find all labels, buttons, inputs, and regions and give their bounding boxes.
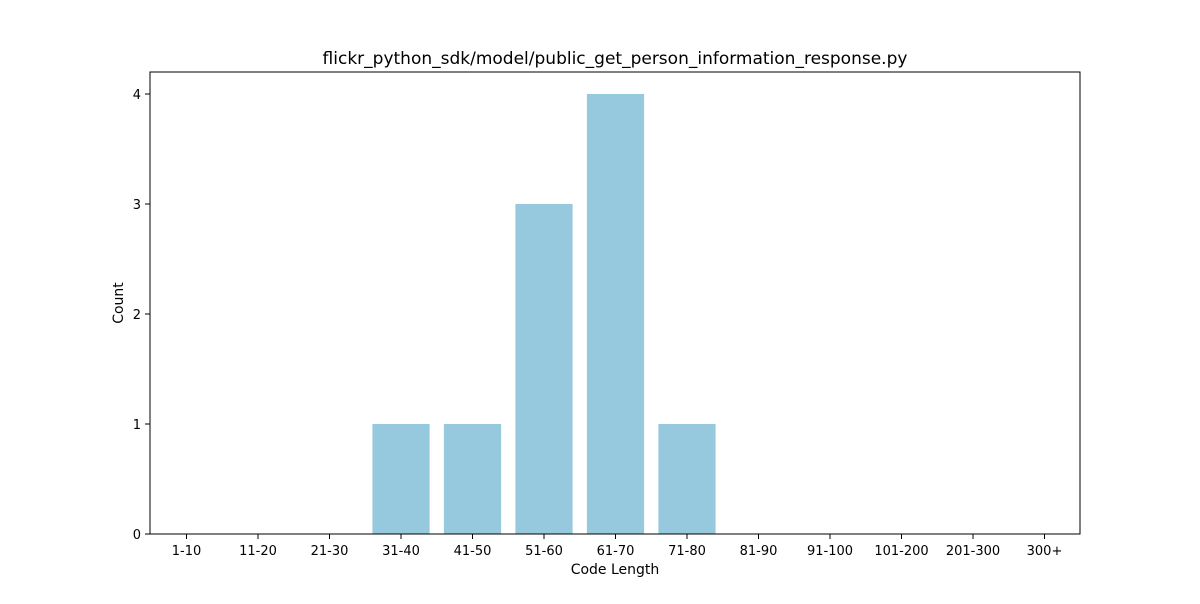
x-tick-label: 31-40 [382, 544, 420, 559]
x-tick-label: 101-200 [874, 544, 928, 559]
y-tick-label: 4 [133, 88, 141, 103]
bar-41-50 [443, 424, 502, 534]
x-axis: 1-10 11-20 21-30 31-40 41-50 51-60 61-70 71-80 8… [172, 534, 1063, 559]
x-tick-label: 61-70 [597, 544, 635, 559]
bar-71-80 [658, 424, 716, 534]
y-axis: 0 1 2 3 4 [133, 88, 150, 543]
x-tick-label: 51-60 [525, 544, 563, 559]
x-tick-label: 1-10 [172, 544, 202, 559]
y-tick-label: 0 [133, 528, 141, 543]
x-tick-label: 201-300 [946, 544, 1000, 559]
chart-title: flickr_python_sdk/model/public_get_perso… [323, 49, 908, 69]
bar-51-60 [515, 204, 573, 534]
x-tick-label: 81-90 [740, 544, 778, 559]
bars-group [372, 94, 716, 534]
y-tick-label: 3 [133, 198, 141, 213]
y-axis-label: Count [111, 282, 127, 324]
x-tick-label: 11-20 [239, 544, 277, 559]
bar-31-40 [372, 424, 430, 534]
x-tick-label: 71-80 [668, 544, 706, 559]
x-axis-label: Code Length [571, 562, 660, 578]
y-tick-label: 2 [133, 308, 141, 323]
x-tick-label: 91-100 [807, 544, 853, 559]
y-tick-label: 1 [133, 418, 141, 433]
x-tick-label: 21-30 [311, 544, 349, 559]
bar-61-70 [586, 94, 645, 534]
x-tick-label: 300+ [1027, 544, 1063, 559]
x-tick-label: 41-50 [454, 544, 492, 559]
